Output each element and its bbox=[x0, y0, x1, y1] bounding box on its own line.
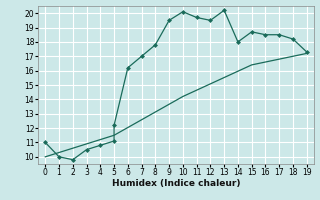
X-axis label: Humidex (Indice chaleur): Humidex (Indice chaleur) bbox=[112, 179, 240, 188]
